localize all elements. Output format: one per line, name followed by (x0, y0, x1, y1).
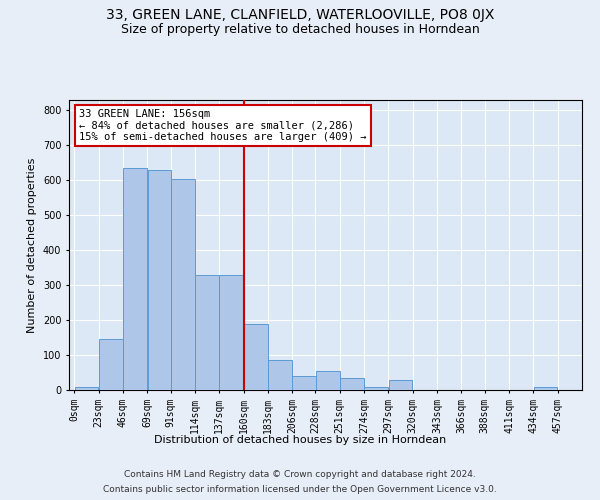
Bar (148, 170, 172, 390)
Text: Contains HM Land Registry data © Crown copyright and database right 2024.: Contains HM Land Registry data © Crown c… (124, 470, 476, 479)
Text: 33, GREEN LANE, CLANFIELD, WATERLOOVILLE, PO8 0JX: 33, GREEN LANE, CLANFIELD, WATERLOOVILLE… (106, 8, 494, 22)
Bar (195, 274, 219, 390)
Bar (533, 386, 557, 390)
Text: Contains public sector information licensed under the Open Government Licence v3: Contains public sector information licen… (103, 485, 497, 494)
Bar (99, 340, 122, 390)
Text: Size of property relative to detached houses in Horndean: Size of property relative to detached ho… (121, 22, 479, 36)
Bar (340, 378, 364, 390)
Bar (268, 360, 292, 390)
Text: 33 GREEN LANE: 156sqm
← 84% of detached houses are smaller (2,286)
15% of semi-d: 33 GREEN LANE: 156sqm ← 84% of detached … (79, 108, 367, 142)
Bar (244, 324, 268, 390)
Bar (171, 178, 194, 390)
Bar (364, 386, 388, 390)
Bar (74, 386, 98, 390)
Bar (220, 274, 243, 390)
Y-axis label: Number of detached properties: Number of detached properties (28, 158, 37, 332)
Bar (389, 380, 412, 390)
Bar (316, 371, 340, 390)
Bar (123, 168, 147, 390)
Bar (292, 376, 316, 390)
Text: Distribution of detached houses by size in Horndean: Distribution of detached houses by size … (154, 435, 446, 445)
